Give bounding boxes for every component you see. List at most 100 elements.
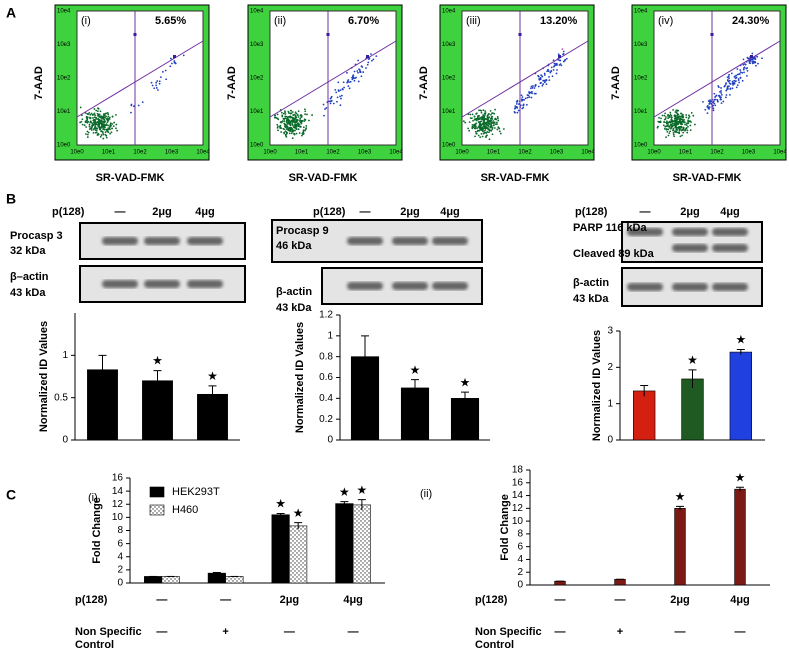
event-dot	[284, 110, 286, 113]
event-dot	[731, 80, 734, 83]
event-dot	[554, 63, 557, 66]
bar	[674, 508, 686, 586]
blot-band	[347, 237, 383, 245]
event-dot	[491, 118, 494, 120]
x-tick-label: 10e2	[710, 150, 724, 156]
event-dot	[562, 50, 565, 53]
event-dot	[682, 131, 685, 134]
event-dot	[99, 116, 102, 119]
event-dot	[678, 126, 680, 128]
event-dot	[79, 106, 82, 109]
event-dot	[287, 129, 290, 131]
event-dot	[92, 131, 95, 134]
blot-band	[712, 244, 748, 252]
blot-band	[144, 237, 180, 245]
event-dot	[673, 123, 676, 126]
y-tick-label: 10e3	[634, 42, 648, 48]
event-dot	[107, 131, 110, 134]
event-dot	[550, 70, 553, 72]
event-dot	[85, 126, 87, 128]
event-dot	[93, 108, 96, 110]
gate-line	[269, 40, 397, 118]
event-dot	[480, 109, 483, 112]
event-dot	[481, 128, 484, 131]
event-dot	[471, 113, 474, 116]
event-dot	[283, 117, 286, 120]
event-dot	[286, 121, 288, 124]
event-dot	[100, 122, 103, 125]
bar	[144, 576, 163, 584]
event-dot	[704, 108, 707, 111]
event-dot	[524, 97, 527, 100]
significance-star: ★	[460, 375, 471, 389]
event-dot	[565, 57, 568, 60]
event-dot	[548, 79, 551, 82]
y-tick-label: 8	[517, 529, 523, 540]
x-axis-label: SR-VAD-FMK	[289, 172, 358, 184]
event-dot	[533, 87, 536, 89]
event-dot	[528, 96, 531, 98]
event-dot	[674, 126, 677, 129]
event-dot	[496, 116, 499, 118]
category-label: 4μg	[343, 594, 363, 606]
event-dot	[739, 71, 742, 73]
event-dot	[552, 68, 555, 71]
event-dot	[531, 90, 533, 93]
event-dot	[479, 126, 482, 129]
event-dot	[94, 114, 97, 117]
event-dot	[514, 105, 517, 108]
event-dot	[293, 113, 296, 116]
bar	[554, 580, 566, 586]
event-dot	[663, 114, 666, 117]
event-dot	[288, 116, 291, 118]
event-dot	[561, 48, 564, 51]
event-dot	[479, 123, 482, 126]
event-dot	[729, 83, 732, 85]
event-dot	[672, 133, 675, 136]
event-dot	[555, 72, 558, 75]
event-dot	[688, 114, 690, 117]
event-dot	[276, 113, 279, 116]
event-dot	[491, 128, 494, 130]
significance-star: ★	[339, 485, 350, 499]
event-dot	[484, 127, 486, 129]
event-dot	[742, 63, 745, 66]
event-dot	[480, 132, 483, 135]
error-bar	[411, 379, 419, 397]
event-dot	[664, 117, 667, 120]
event-dot	[158, 82, 161, 85]
event-dot	[96, 110, 99, 112]
y-axis-label: Normalized ID Values	[591, 330, 603, 441]
y-tick-label: 4	[117, 551, 123, 562]
event-dot	[680, 129, 683, 132]
event-dot	[556, 69, 558, 71]
event-dot	[529, 87, 532, 90]
event-dot	[346, 81, 349, 84]
y-tick-label: 3	[607, 326, 613, 337]
y-tick-label: 1.2	[319, 310, 333, 321]
event-dot	[668, 125, 670, 128]
event-dot	[130, 103, 133, 106]
legend-label: H460	[172, 504, 198, 516]
event-dot	[107, 128, 110, 131]
event-dot	[473, 115, 476, 118]
event-dot	[709, 99, 711, 102]
event-dot	[675, 109, 678, 112]
event-dot	[683, 118, 685, 121]
event-dot	[173, 60, 176, 62]
event-dot	[531, 87, 534, 89]
event-dot	[97, 114, 100, 117]
event-dot	[497, 126, 500, 129]
event-dot	[725, 94, 728, 96]
event-dot	[347, 85, 350, 88]
bar	[225, 576, 244, 584]
event-dot	[681, 134, 683, 137]
event-dot	[101, 125, 103, 128]
event-dot	[157, 89, 159, 91]
error-bar	[361, 335, 369, 378]
event-dot	[304, 108, 306, 111]
event-dot	[485, 132, 488, 134]
